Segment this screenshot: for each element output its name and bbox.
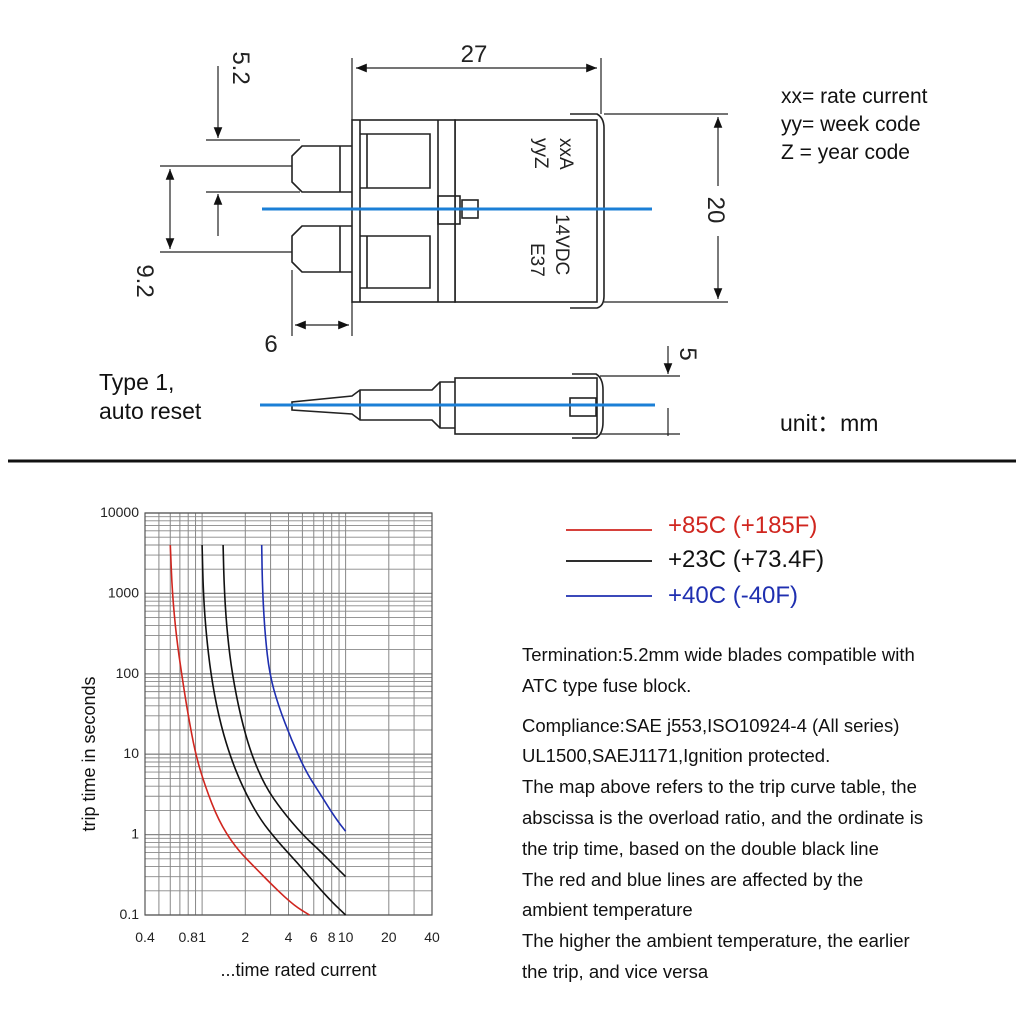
type-line-1: Type 1, (99, 369, 175, 395)
dim-thickness-label: 5 (674, 347, 701, 360)
dim-width-label: 27 (461, 41, 488, 68)
x-tick-label: 0.8 (178, 929, 198, 945)
x-tick-label: 0.4 (135, 929, 155, 945)
x-tick-label: 8 (328, 929, 336, 945)
blade-lower (291, 225, 352, 273)
legend-label-23c: +23C (+73.4F) (668, 546, 825, 573)
series-line-2 (222, 544, 347, 878)
y-tick-label: 10000 (100, 504, 139, 520)
model-label: E37 (526, 243, 547, 277)
dim-blade-length-label: 6 (264, 331, 277, 358)
spec-text: Termination:5.2mm wide blades compatible… (522, 640, 1017, 988)
date-code-label: yyZ (530, 138, 551, 169)
y-tick-label: 1000 (108, 584, 139, 600)
y-tick-label: 100 (116, 665, 140, 681)
x-tick-label: 6 (310, 929, 318, 945)
dim-height-label: 20 (702, 197, 729, 224)
dimension-lines (160, 58, 728, 436)
x-tick-label: 1 (198, 929, 206, 945)
rating-label: xxA (555, 138, 576, 170)
spec-line: the trip, and vice versa (522, 960, 709, 982)
series-line-0 (169, 544, 310, 916)
series-line-3 (260, 544, 347, 832)
spec-line: abscissa is the overload ratio, and the … (522, 806, 924, 828)
spec-line: ambient temperature (522, 899, 693, 921)
note-rate-current: xx= rate current (781, 85, 928, 108)
y-tick-label: 1 (131, 826, 139, 842)
legend-notes: xx= rate current yy= week code Z = year … (781, 83, 927, 167)
spec-line: ATC type fuse block. (522, 674, 692, 696)
y-tick-label: 0.1 (120, 906, 140, 922)
series-line-1 (201, 544, 347, 916)
x-tick-label: 10 (338, 929, 354, 945)
spec-line: The higher the ambient temperature, the … (522, 930, 910, 952)
dim-blade-pitch-label: 9.2 (131, 264, 158, 297)
unit-label: unit：mm (780, 410, 879, 436)
x-axis-title: ...time rated current (220, 960, 376, 980)
spec-line: Compliance:SAE j553,ISO10924-4 (All seri… (522, 714, 900, 736)
x-tick-label: 40 (424, 929, 440, 945)
x-tick-label: 4 (285, 929, 293, 945)
voltage-label: 14VDC (551, 214, 572, 275)
legend-label-40c: +40C (-40F) (668, 582, 799, 609)
spec-line: Termination:5.2mm wide blades compatible… (522, 644, 915, 665)
note-year-code: Z = year code (781, 141, 910, 164)
spec-line: The map above refers to the trip curve t… (522, 776, 917, 798)
y-axis-title: trip time in seconds (79, 676, 99, 831)
legend-label-85c: +85C (+185F) (668, 512, 818, 539)
blade-upper (291, 145, 352, 193)
x-tick-label: 2 (241, 929, 249, 945)
x-tick-label: 20 (381, 929, 397, 945)
dim-blade-width-label: 5.2 (227, 51, 254, 84)
type-line-2: auto reset (99, 398, 202, 424)
spec-line: the trip time, based on the double black… (522, 837, 879, 859)
type-caption: Type 1, auto reset (99, 368, 201, 426)
spec-line: UL1500,SAEJ1171,Ignition protected. (522, 745, 831, 767)
trip-curve-chart: 0.4 0.8 1 2 4 6 8 10 20 401000010001001010.1...ti… (79, 504, 440, 980)
plot-frame (144, 512, 433, 916)
y-tick-label: 10 (123, 745, 139, 761)
spec-line: The red and blue lines are affected by t… (522, 868, 864, 890)
front-view (291, 113, 605, 309)
breaker-end-cap (570, 113, 605, 309)
note-week-code: yy= week code (781, 113, 921, 136)
